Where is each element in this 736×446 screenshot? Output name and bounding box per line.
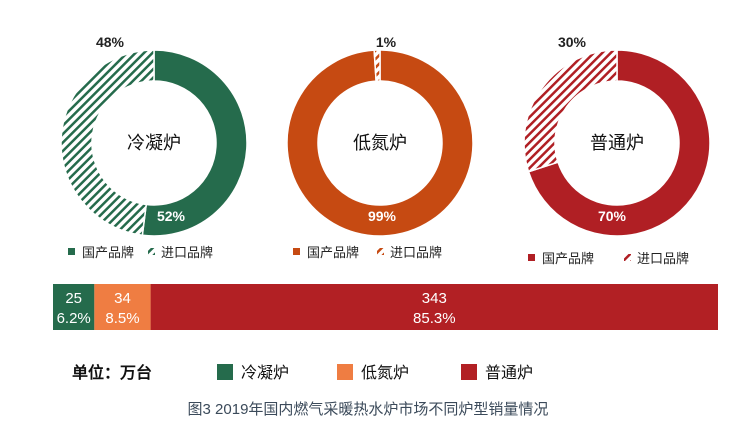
bar-legend-swatch [461,364,477,380]
bar-value-label: 25 [65,290,82,307]
legend-label-domestic: 国产品牌 [307,245,359,261]
legend-swatch-import [377,248,384,255]
domestic-pct-label: 52% [157,208,186,224]
bar-legend-label: 低氮炉 [361,363,409,382]
legend-swatch-domestic [293,248,300,255]
unit-label: 单位：万台 [72,363,152,382]
legend-label-domestic: 国产品牌 [82,245,134,261]
bar-percent-label: 85.3% [413,310,456,327]
bar-segment-1 [94,284,151,330]
legend-label-domestic: 国产品牌 [542,251,594,267]
bar-segment-2 [150,284,719,330]
donut-center-label: 普通炉 [590,133,644,154]
legend-label-import: 进口品牌 [161,245,213,261]
domestic-slice [286,49,474,237]
import-slice [60,49,155,237]
domestic-pct-label: 99% [368,208,397,224]
bar-percent-label: 8.5% [105,310,139,327]
import-slice [373,49,381,82]
legend-swatch-import [624,254,631,261]
bar-value-label: 343 [422,290,447,307]
donut-center-label: 冷凝炉 [127,133,181,154]
bar-segment-0 [53,284,95,330]
domestic-pct-label: 70% [598,208,627,224]
bar-legend-label: 冷凝炉 [241,363,289,382]
import-pct-label: 30% [558,34,587,50]
bar-legend-label: 普通炉 [485,363,533,382]
legend-swatch-domestic [68,248,75,255]
domestic-slice [141,49,248,237]
bar-legend-swatch [217,364,233,380]
import-slice [523,49,618,173]
figure-caption: 图3 2019年国内燃气采暖热水炉市场不同炉型销量情况 [188,400,549,418]
legend-swatch-import [148,248,155,255]
legend-swatch-domestic [528,254,535,261]
domestic-slice [527,49,711,237]
bar-value-label: 34 [114,290,131,307]
bar-percent-label: 6.2% [57,310,91,327]
donut-center-label: 低氮炉 [353,133,407,154]
legend-label-import: 进口品牌 [637,251,689,267]
bar-legend-swatch [337,364,353,380]
import-pct-label: 1% [376,34,397,50]
legend-label-import: 进口品牌 [390,245,442,261]
import-pct-label: 48% [96,34,125,50]
